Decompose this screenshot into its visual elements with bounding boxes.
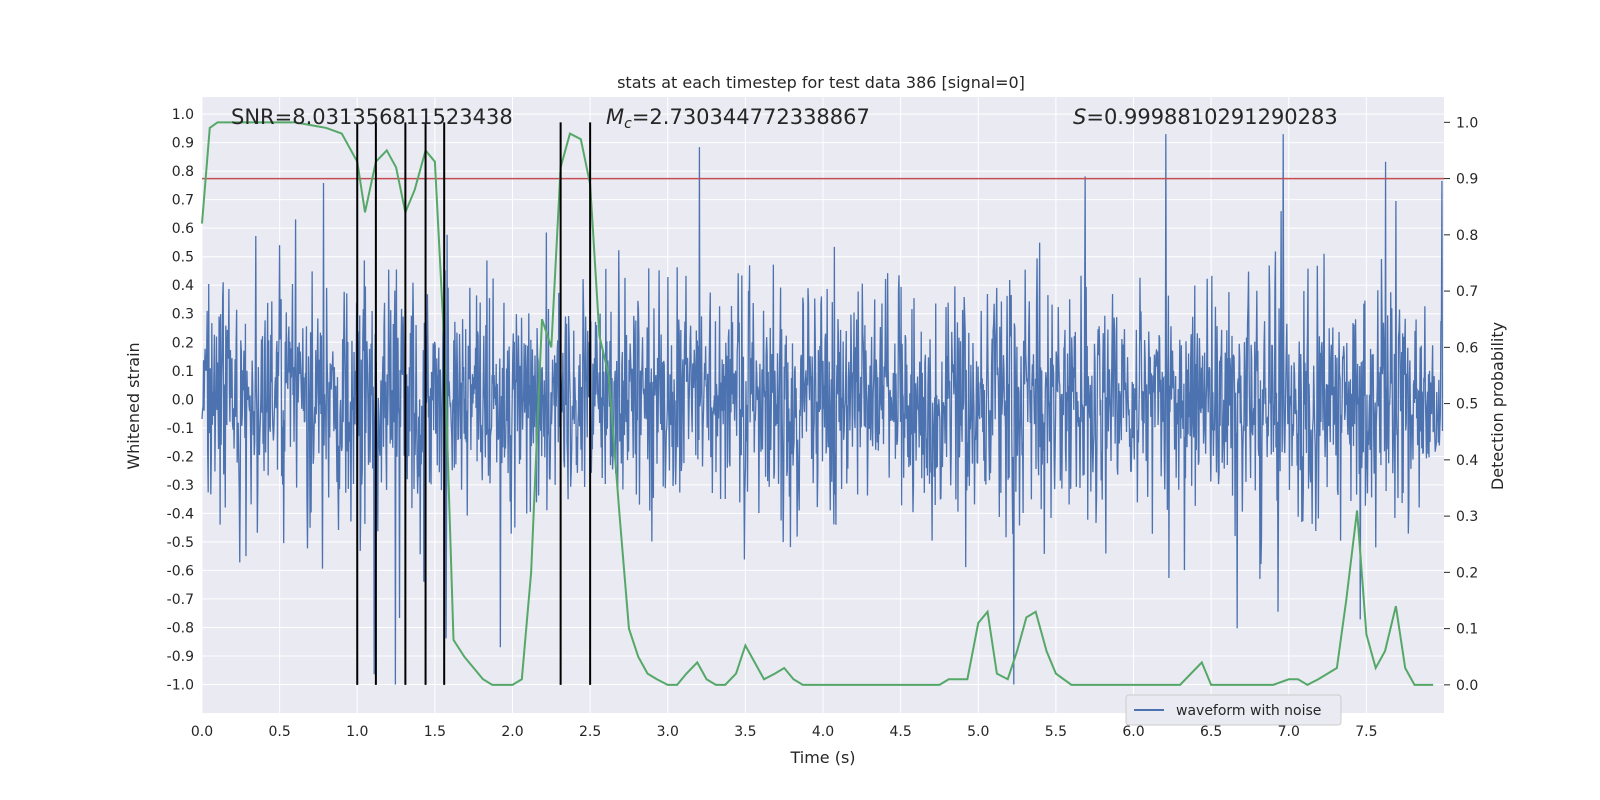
x-tick-label: 6.0 (1122, 724, 1144, 740)
y-right-tick-label: 0.4 (1456, 453, 1478, 469)
y-tick-label: 0.6 (172, 221, 194, 237)
legend-label-waveform: waveform with noise (1176, 703, 1321, 719)
y-right-tick-label: 0.9 (1456, 172, 1478, 188)
x-tick-label: 3.5 (734, 724, 756, 740)
y-tick-label: 0.0 (172, 392, 194, 408)
y-right-tick-label: 0.3 (1456, 509, 1478, 525)
y-right-tick-label: 1.0 (1456, 115, 1478, 131)
y-right-tick-label: 0.7 (1456, 284, 1478, 300)
y-tick-label: -0.2 (167, 449, 194, 465)
chart-title: stats at each timestep for test data 386… (617, 73, 1025, 92)
y-axis-right-label: Detection probability (1488, 322, 1507, 490)
x-tick-label: 1.0 (346, 724, 368, 740)
chirp-mass-value: =2.730344772338867 (632, 105, 870, 129)
snr-annotation: SNR=8.031356811523438 (231, 105, 513, 129)
y-tick-label: 0.3 (172, 307, 194, 323)
y-tick-label: -0.9 (167, 649, 194, 665)
y-right-tick-label: 0.6 (1456, 340, 1478, 356)
x-tick-label: 0.0 (191, 724, 213, 740)
y-right-tick-label: 0.2 (1456, 565, 1478, 581)
y-tick-label: 0.8 (172, 164, 194, 180)
x-tick-label: 4.5 (889, 724, 911, 740)
y-right-tick-label: 0.5 (1456, 397, 1478, 413)
y-tick-label: 0.4 (172, 278, 194, 294)
legend: waveform with noise (1125, 694, 1342, 726)
significance-symbol: S (1073, 105, 1086, 129)
waveform-series (201, 134, 1444, 685)
y-tick-label: -0.7 (167, 592, 194, 608)
y-tick-label: 0.7 (172, 193, 194, 209)
probability-series (201, 121, 1434, 687)
x-axis-label: Time (s) (789, 748, 855, 767)
x-tick-label: 7.0 (1278, 724, 1300, 740)
x-tick-label: 6.5 (1200, 724, 1222, 740)
y-tick-label: 0.2 (172, 335, 194, 351)
y-axis-label: Whitened strain (124, 342, 143, 469)
y-right-tick-label: 0.0 (1456, 678, 1478, 694)
y-tick-label: 0.1 (172, 364, 194, 380)
y-right-tick-label: 0.1 (1456, 622, 1478, 638)
x-tick-label: 2.5 (579, 724, 601, 740)
x-tick-label: 1.5 (424, 724, 446, 740)
significance-value: =0.9998810291290283 (1086, 105, 1337, 129)
chirp-mass-subscript: c (624, 116, 632, 132)
y-tick-label: 1.0 (172, 107, 194, 123)
x-tick-label: 7.5 (1355, 724, 1377, 740)
y-tick-label: -0.4 (167, 506, 194, 522)
y-right-tick-label: 0.8 (1456, 228, 1478, 244)
chirp-mass-symbol: M (606, 105, 624, 129)
y-tick-label: 0.9 (172, 136, 194, 152)
chirp-mass-annotation: Mc=2.730344772338867 (606, 105, 870, 132)
x-tick-label: 2.0 (501, 724, 523, 740)
x-tick-label: 5.0 (967, 724, 989, 740)
x-tick-label: 0.5 (268, 724, 290, 740)
y-tick-label: -0.3 (167, 478, 194, 494)
y-tick-label: -0.6 (167, 563, 194, 579)
axis-ticks: 0.0 0.5 1.0 1.5 2.0 2.5 3.0 3.5 4.0 4.5 5.0 5.5 6.0 6… (167, 107, 1479, 740)
y-tick-label: -0.1 (167, 421, 194, 437)
x-tick-label: 5.5 (1045, 724, 1067, 740)
legend-box (1125, 694, 1342, 726)
y-tick-label: 0.5 (172, 250, 194, 266)
x-tick-label: 4.0 (812, 724, 834, 740)
detection-probability-line (201, 121, 1434, 687)
y-tick-label: -1.0 (167, 677, 194, 693)
waveform-with-noise-line (201, 134, 1444, 685)
vertical-markers (356, 122, 592, 685)
x-tick-label: 3.0 (657, 724, 679, 740)
y-tick-label: -0.8 (167, 620, 194, 636)
y-tick-label: -0.5 (167, 535, 194, 551)
significance-annotation: S=0.9998810291290283 (1073, 105, 1338, 129)
